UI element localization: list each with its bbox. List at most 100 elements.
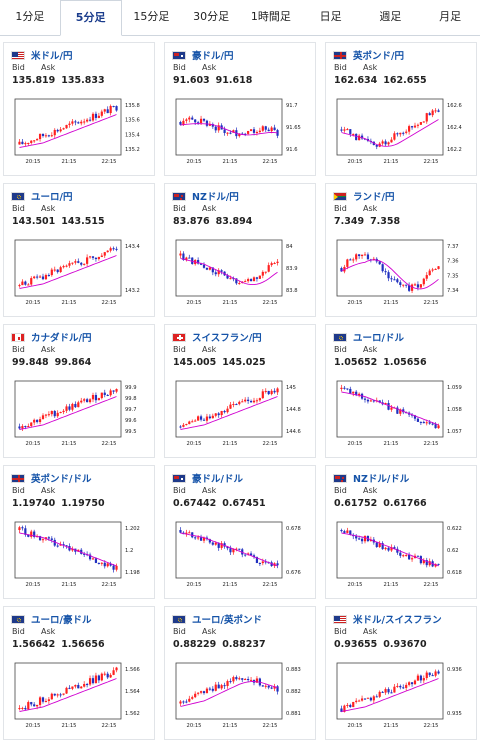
y-tick-label: 0.935 <box>447 711 462 717</box>
rate-card[interactable]: ユーロ/英ポンド Bid Ask 0.88229 0.88237 0.883 0.882 0.… <box>164 606 316 740</box>
x-tick-label: 21:15 <box>62 300 77 306</box>
rate-card[interactable]: 豪ドル/ドル Bid Ask 0.67442 0.67451 0.678 0.676 20:1… <box>164 465 316 599</box>
mini-candle-chart[interactable]: 0.678 0.676 20:15 21:15 22:15 <box>172 516 312 596</box>
bid-value: 162.634 <box>334 75 378 86</box>
candle-body <box>425 560 428 566</box>
pair-name[interactable]: 英ポンド/円 <box>333 48 404 62</box>
pair-name[interactable]: 米ドル/円 <box>11 48 72 62</box>
mini-candle-chart[interactable]: 0.883 0.882 0.881 20:15 21:15 22:15 <box>172 657 312 737</box>
candle-body <box>244 133 247 135</box>
candle-body <box>27 142 30 144</box>
candle-body <box>264 126 267 130</box>
candle-body <box>355 700 358 702</box>
tab-3[interactable]: 30分足 <box>193 10 230 23</box>
pair-name[interactable]: ランド/円 <box>333 189 394 203</box>
bid-value: 0.67442 <box>173 498 217 509</box>
rate-card[interactable]: 英ポンド/ドル Bid Ask 1.19740 1.19750 1.202 1.2 1.198… <box>3 465 155 599</box>
tab-0[interactable]: 1分足 <box>15 10 45 23</box>
candle-body <box>235 677 238 680</box>
mini-candle-chart[interactable]: 99.9 99.8 99.7 99.6 99.5 20:15 21:15 22:15 <box>11 375 151 455</box>
mini-candle-chart[interactable]: 145 144.8 144.6 20:15 21:15 22:15 <box>172 375 312 455</box>
candle-body <box>214 542 217 545</box>
pair-label: 英ポンド/ドル <box>31 474 92 485</box>
x-tick-label: 22:15 <box>424 441 439 447</box>
pair-name[interactable]: 豪ドル/ドル <box>172 471 243 485</box>
mini-candle-chart[interactable]: 1.059 1.058 1.057 20:15 21:15 22:15 <box>333 375 473 455</box>
tab-7[interactable]: 月足 <box>439 10 462 23</box>
mini-candle-chart[interactable]: 1.202 1.2 1.198 20:15 21:15 22:15 <box>11 516 151 596</box>
rate-card[interactable]: NZドル/円 Bid Ask 83.876 83.894 84 83.9 83.8 20:15 2… <box>164 183 316 317</box>
candle-body <box>38 419 42 423</box>
pair-label: ユーロ/英ポンド <box>192 615 262 626</box>
bid-label: Bid <box>173 627 186 636</box>
mini-candle-chart[interactable]: 143.4 143.2 20:15 21:15 22:15 <box>11 234 151 314</box>
chart-frame <box>175 521 283 579</box>
rate-card[interactable]: NZドル/ドル Bid Ask 0.61752 0.61766 0.622 0.62 0.61… <box>325 465 477 599</box>
pair-name[interactable]: 米ドル/スイスフラン <box>333 612 442 626</box>
candle-body <box>88 119 92 121</box>
mini-candle-chart[interactable]: 91.7 91.65 91.6 20:15 21:15 22:15 <box>172 93 312 173</box>
pair-name[interactable]: カナダドル/円 <box>11 330 91 344</box>
candle-body <box>199 691 203 693</box>
pair-name[interactable]: NZドル/ドル <box>333 471 409 485</box>
x-tick-label: 21:15 <box>384 441 399 447</box>
rate-card[interactable]: 米ドル/スイスフラン Bid Ask 0.93655 0.93670 0.936 0.935… <box>325 606 477 740</box>
x-tick-label: 20:15 <box>26 723 41 729</box>
candle-body <box>390 692 393 694</box>
pair-name[interactable]: 豪ドル/円 <box>172 48 233 62</box>
tab-4[interactable]: 1時間足 <box>250 10 291 23</box>
candle-body <box>71 262 74 264</box>
candle-body <box>109 105 112 114</box>
mini-candle-chart[interactable]: 7.37 7.36 7.35 7.34 20:15 21:15 22:15 <box>333 234 473 314</box>
mini-candle-chart[interactable]: 1.566 1.564 1.562 20:15 21:15 22:15 <box>11 657 151 737</box>
pair-name[interactable]: スイスフラン/円 <box>172 330 262 344</box>
pair-name[interactable]: ユーロ/英ポンド <box>172 612 262 626</box>
candle-body <box>369 697 372 701</box>
candle-body <box>387 272 390 279</box>
quote-values: 0.61752 0.61766 <box>334 498 433 509</box>
pair-name[interactable]: ユーロ/ドル <box>333 330 404 344</box>
candle-body <box>428 422 431 424</box>
y-tick-label: 7.37 <box>447 244 459 250</box>
rate-card[interactable]: 英ポンド/円 Bid Ask 162.634 162.655 162.6 162.4 162.… <box>325 42 477 176</box>
candle-body <box>223 129 226 133</box>
tab-2[interactable]: 15分足 <box>133 10 170 23</box>
pair-name[interactable]: 英ポンド/ドル <box>11 471 91 485</box>
candle-body <box>396 279 399 283</box>
candle-body <box>366 254 370 260</box>
pair-name[interactable]: ユーロ/豪ドル <box>11 612 91 626</box>
pair-name[interactable]: ユーロ/円 <box>11 189 72 203</box>
rate-card[interactable]: 米ドル/円 Bid Ask 135.819 135.833 135.8 135.6 135.4… <box>3 42 155 176</box>
candle-body <box>106 395 109 397</box>
candle-body <box>59 694 62 696</box>
mini-candle-chart[interactable]: 0.936 0.935 20:15 21:15 22:15 <box>333 657 473 737</box>
x-tick-label: 21:15 <box>384 723 399 729</box>
rate-card[interactable]: ランド/円 Bid Ask 7.349 7.358 7.37 7.36 7.35 7.34 20:… <box>325 183 477 317</box>
y-tick-label: 91.7 <box>286 103 298 109</box>
rate-card[interactable]: カナダドル/円 Bid Ask 99.848 99.864 99.9 99.8 99.7 99.… <box>3 324 155 458</box>
bid-value: 135.819 <box>12 75 56 86</box>
bid-label: Bid <box>173 486 186 495</box>
rate-card[interactable]: スイスフラン/円 Bid Ask 145.005 145.025 145 144.8 144.… <box>164 324 316 458</box>
candle-body <box>194 420 197 422</box>
tab-1[interactable]: 5分足 <box>59 0 122 36</box>
candle-body <box>56 545 59 547</box>
pair-name[interactable]: NZドル/円 <box>172 189 239 203</box>
candle-body <box>267 685 270 688</box>
tab-6[interactable]: 週足 <box>379 10 402 23</box>
mini-candle-chart[interactable]: 84 83.9 83.8 20:15 21:15 22:15 <box>172 234 312 314</box>
mini-candle-chart[interactable]: 162.6 162.4 162.2 20:15 21:15 22:15 <box>333 93 473 173</box>
candle-body <box>47 135 50 137</box>
candle-body <box>270 127 273 132</box>
mini-candle-chart[interactable]: 135.8 135.6 135.4 135.2 20:15 21:15 22:15 <box>11 93 151 173</box>
pair-label: ユーロ/円 <box>31 192 73 203</box>
candle-body <box>238 283 241 285</box>
rate-card[interactable]: 豪ドル/円 Bid Ask 91.603 91.618 91.7 91.65 91.6 20:1… <box>164 42 316 176</box>
rate-card[interactable]: ユーロ/豪ドル Bid Ask 1.56642 1.56656 1.566 1.564 1.5… <box>3 606 155 740</box>
candle-body <box>393 133 396 140</box>
mini-candle-chart[interactable]: 0.622 0.62 0.618 20:15 21:15 22:15 <box>333 516 473 596</box>
tab-5[interactable]: 日足 <box>319 10 342 23</box>
rate-card[interactable]: ユーロ/ドル Bid Ask 1.05652 1.05656 1.059 1.058 1.05… <box>325 324 477 458</box>
candle-body <box>396 133 399 135</box>
rate-card[interactable]: ユーロ/円 Bid Ask 143.501 143.515 143.4 143.2 20:15… <box>3 183 155 317</box>
